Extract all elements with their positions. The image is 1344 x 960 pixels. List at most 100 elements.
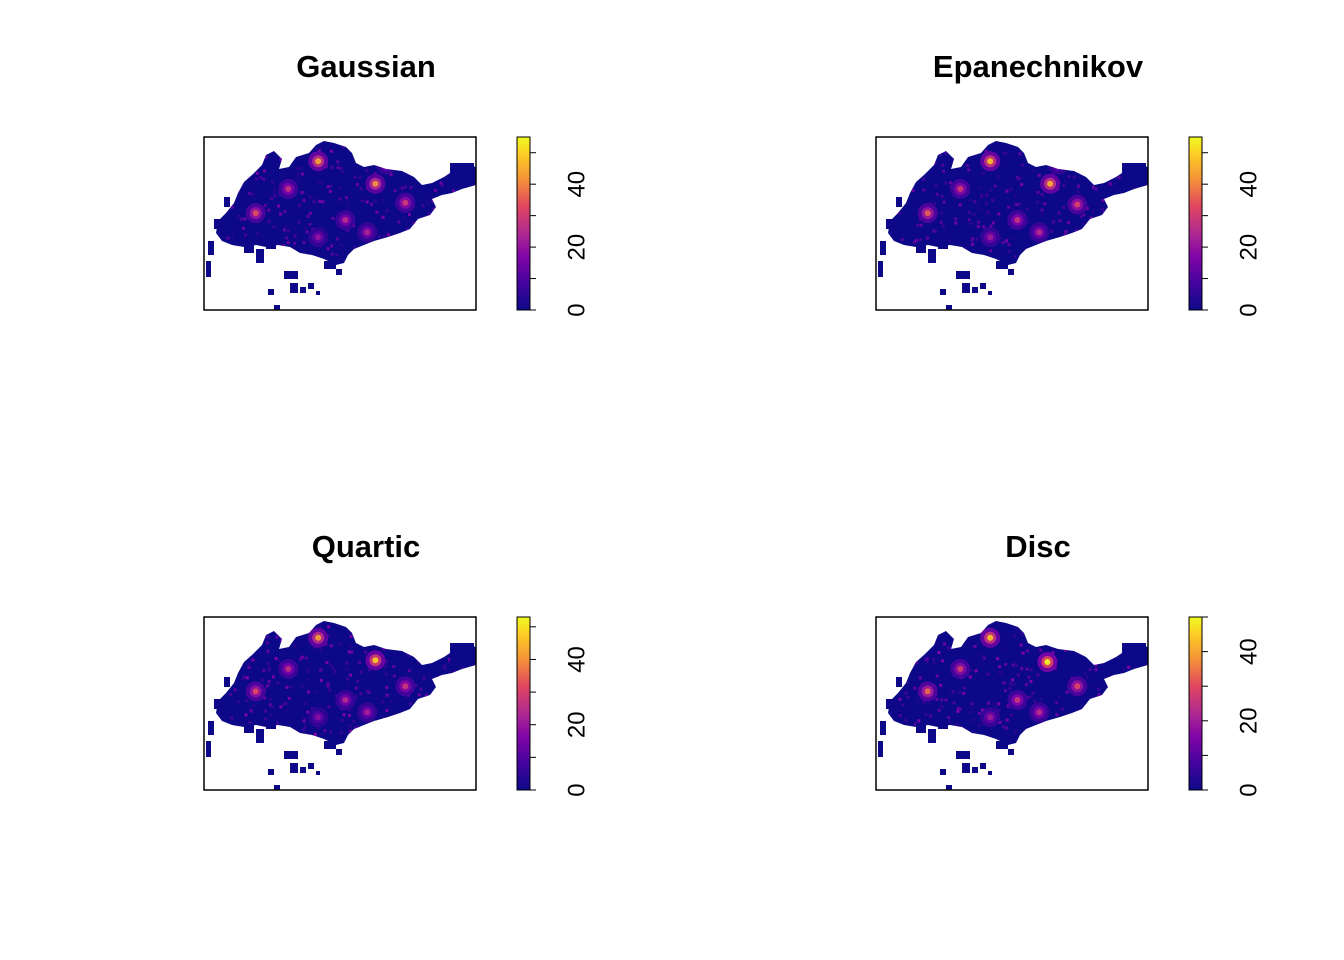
density-cell bbox=[1032, 634, 1036, 638]
density-cell bbox=[284, 236, 288, 240]
island bbox=[268, 769, 274, 775]
island bbox=[996, 261, 1008, 269]
island bbox=[224, 677, 230, 687]
density-cell bbox=[260, 678, 264, 682]
density-cell bbox=[300, 685, 304, 688]
density-cell bbox=[1007, 243, 1011, 247]
hotspot bbox=[1074, 201, 1081, 208]
island bbox=[886, 219, 892, 229]
density-cell bbox=[247, 175, 251, 179]
density-cell bbox=[275, 721, 279, 725]
density-cell bbox=[980, 172, 984, 176]
density-cell bbox=[249, 709, 253, 713]
density-cell bbox=[358, 636, 362, 640]
density-cell bbox=[1081, 221, 1085, 225]
density-cell bbox=[231, 230, 235, 234]
hotspot bbox=[957, 665, 964, 672]
density-map bbox=[203, 616, 477, 791]
density-cell bbox=[1052, 220, 1056, 224]
density-cell bbox=[237, 215, 241, 219]
density-cell bbox=[937, 651, 941, 654]
density-cell bbox=[329, 663, 333, 667]
density-cell bbox=[433, 189, 437, 192]
density-cell bbox=[293, 241, 297, 245]
density-cell bbox=[956, 707, 960, 711]
density-cell bbox=[912, 735, 916, 738]
hotspot bbox=[957, 185, 964, 192]
density-cell bbox=[918, 163, 922, 167]
density-cell bbox=[1079, 714, 1083, 718]
density-cell bbox=[351, 631, 355, 635]
density-cell bbox=[453, 671, 457, 675]
density-cell bbox=[957, 726, 961, 729]
density-cell bbox=[232, 734, 235, 738]
density-cell bbox=[992, 221, 995, 225]
density-cell bbox=[270, 729, 274, 733]
density-cell bbox=[245, 626, 249, 630]
density-cell bbox=[1060, 730, 1064, 734]
density-cell bbox=[1037, 647, 1041, 651]
density-cell bbox=[412, 653, 416, 657]
density-cell bbox=[331, 216, 335, 220]
density-cell bbox=[933, 201, 937, 204]
density-cell bbox=[1130, 718, 1134, 722]
density-cell bbox=[948, 181, 952, 184]
density-cell bbox=[406, 654, 410, 658]
density-cell bbox=[243, 217, 247, 221]
density-cell bbox=[924, 159, 928, 163]
density-cell bbox=[303, 717, 307, 721]
density-cell bbox=[269, 698, 272, 701]
density-cell bbox=[298, 203, 302, 207]
density-cell bbox=[1091, 185, 1095, 189]
hotspot bbox=[285, 665, 292, 672]
density-cell bbox=[1108, 182, 1112, 186]
density-cell bbox=[437, 637, 441, 641]
density-cell bbox=[1111, 709, 1115, 713]
density-cell bbox=[1015, 627, 1019, 631]
density-cell bbox=[443, 666, 446, 670]
density-cell bbox=[1038, 720, 1042, 724]
density-cell bbox=[940, 194, 944, 198]
density-cell bbox=[903, 625, 907, 629]
density-cell bbox=[917, 719, 921, 723]
island bbox=[996, 741, 1008, 749]
density-cell bbox=[1021, 651, 1025, 655]
density-cell bbox=[1016, 673, 1020, 677]
density-cell bbox=[1125, 674, 1129, 678]
density-cell bbox=[910, 171, 914, 175]
panel-title: Quartic bbox=[312, 529, 421, 564]
density-cell bbox=[1108, 152, 1112, 156]
density-cell bbox=[392, 674, 396, 678]
island bbox=[208, 721, 214, 735]
density-cell bbox=[262, 177, 266, 181]
island bbox=[962, 763, 970, 773]
colorbar-tick-label: 0 bbox=[1235, 783, 1262, 796]
density-cell bbox=[1031, 169, 1034, 173]
density-cell bbox=[1068, 237, 1072, 241]
density-cell bbox=[412, 625, 416, 629]
density-cell bbox=[1011, 663, 1015, 667]
density-cell bbox=[348, 724, 352, 728]
density-cell bbox=[901, 680, 905, 684]
island bbox=[1008, 269, 1014, 275]
density-cell bbox=[1079, 713, 1083, 717]
density-cell bbox=[952, 157, 956, 161]
density-cell bbox=[1123, 690, 1127, 694]
density-cell bbox=[443, 664, 447, 668]
density-cell bbox=[352, 719, 356, 723]
density-cell bbox=[1134, 187, 1138, 191]
density-cell bbox=[932, 661, 936, 665]
density-cell bbox=[941, 224, 945, 228]
density-cell bbox=[287, 696, 291, 700]
density-cell bbox=[1094, 187, 1098, 191]
density-cell bbox=[335, 253, 339, 257]
density-cell bbox=[247, 662, 251, 666]
density-cell bbox=[1025, 152, 1029, 155]
density-cell bbox=[1110, 171, 1114, 175]
density-cell bbox=[437, 149, 441, 153]
density-cell bbox=[934, 230, 938, 234]
density-cell bbox=[1013, 634, 1016, 638]
density-cell bbox=[249, 643, 253, 647]
density-cell bbox=[1103, 704, 1107, 708]
density-cell bbox=[306, 214, 310, 218]
